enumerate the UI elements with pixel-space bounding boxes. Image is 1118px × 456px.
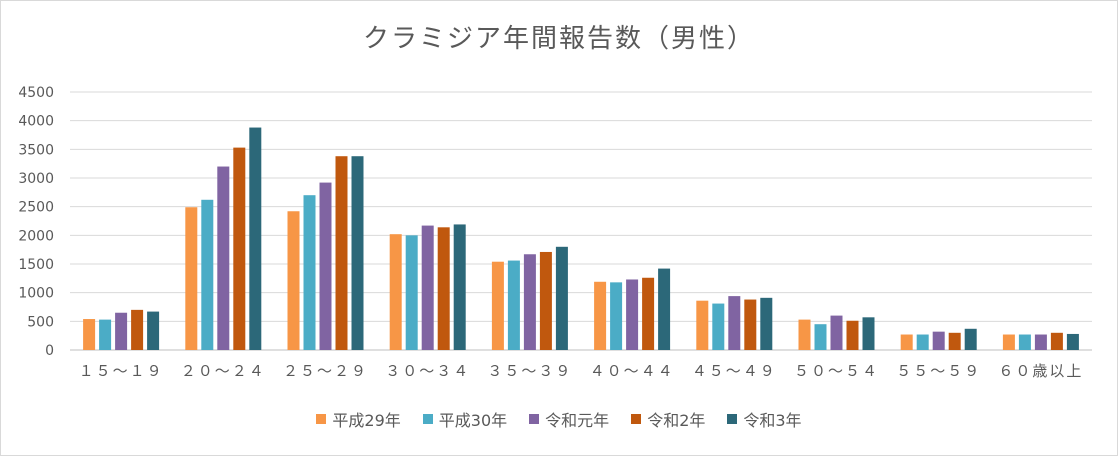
legend-item: 平成30年: [422, 407, 508, 431]
y-tick-label: 3000: [18, 171, 54, 187]
bar: [744, 299, 757, 350]
bar: [814, 324, 827, 350]
y-tick-label: 4500: [18, 85, 54, 101]
chart-title: クラミジア年間報告数（男性）: [362, 24, 755, 54]
bar: [287, 211, 300, 350]
bar: [862, 317, 875, 350]
legend-swatch: [422, 414, 433, 424]
bar: [1050, 332, 1063, 350]
bar: [453, 224, 466, 350]
bar: [131, 309, 144, 350]
legend-item: 令和元年: [529, 407, 609, 431]
bar: [233, 147, 246, 350]
bar: [846, 320, 859, 350]
legend-label: 令和3年: [743, 411, 802, 430]
y-tick-label: 2000: [18, 228, 54, 244]
x-tick-label: ５０～５４: [794, 362, 879, 380]
bar: [1002, 334, 1015, 350]
y-tick-label: 500: [27, 314, 54, 330]
x-tick-label: ２５～２９: [283, 362, 368, 380]
y-tick-label: 1000: [18, 286, 54, 302]
x-tick-label: １５～１９: [79, 362, 164, 380]
x-tick-label: ６０歳以上: [998, 362, 1083, 380]
bar: [916, 334, 929, 350]
legend-label: 平成29年: [332, 411, 401, 430]
bar: [217, 166, 230, 350]
bar: [900, 334, 913, 350]
y-tick-label: 0: [45, 343, 54, 359]
bar: [421, 225, 434, 350]
bar: [555, 246, 568, 350]
legend-swatch: [727, 414, 738, 424]
bar: [201, 199, 214, 350]
legend-label: 平成30年: [438, 411, 508, 430]
bar: [1018, 334, 1031, 350]
bar: [948, 332, 961, 350]
bar: [728, 296, 741, 350]
legend-label: 令和2年: [647, 411, 706, 430]
y-tick-label: 1500: [18, 257, 54, 273]
bar: [642, 277, 655, 350]
legend-swatch: [529, 414, 540, 424]
bar: [696, 300, 709, 350]
bar: [491, 261, 504, 350]
bar: [830, 315, 843, 350]
bar: [523, 254, 536, 350]
bar: [185, 207, 198, 350]
bar: [1034, 334, 1047, 350]
bar: [658, 268, 671, 350]
bar: [798, 319, 811, 350]
bar: [389, 234, 402, 350]
bar: [437, 227, 450, 350]
bar: [303, 195, 316, 350]
legend-item: 令和2年: [631, 407, 705, 431]
y-tick-label: 4000: [18, 114, 54, 130]
bar: [932, 331, 945, 350]
y-tick-label: 3500: [18, 142, 54, 158]
bar: [594, 281, 607, 350]
y-tick-label: 2500: [18, 200, 54, 216]
bar: [351, 156, 364, 350]
bar: [626, 279, 639, 350]
bar: [335, 156, 348, 350]
bar: [115, 312, 128, 350]
legend-item: 平成29年: [316, 407, 401, 431]
x-tick-label: ４５～４９: [692, 362, 777, 380]
bar: [1066, 333, 1079, 350]
bar: [249, 127, 262, 351]
x-tick-label: ３５～３９: [487, 362, 572, 380]
legend-swatch: [631, 414, 642, 424]
legend-swatch: [316, 414, 327, 424]
bar: [610, 282, 623, 350]
x-tick-label: ５５～５９: [896, 362, 981, 380]
bar: [539, 251, 552, 350]
bar: [405, 235, 418, 350]
x-tick-label: ４０～４４: [590, 362, 675, 380]
bar: [760, 297, 773, 350]
bar: [964, 328, 977, 350]
x-tick-label: ２０～２４: [181, 362, 266, 380]
x-tick-label: ３０～３４: [385, 362, 470, 380]
bar: [147, 311, 160, 350]
bar: [319, 182, 332, 350]
bar: [99, 319, 112, 350]
bar: [712, 303, 725, 350]
bar: [507, 260, 520, 350]
bar: [83, 319, 96, 350]
legend-item: 令和3年: [727, 407, 802, 431]
legend-label: 令和元年: [545, 411, 610, 430]
chart-legend: 平成29年 平成30年 令和元年 令和2年 令和3年: [0, 407, 1118, 431]
